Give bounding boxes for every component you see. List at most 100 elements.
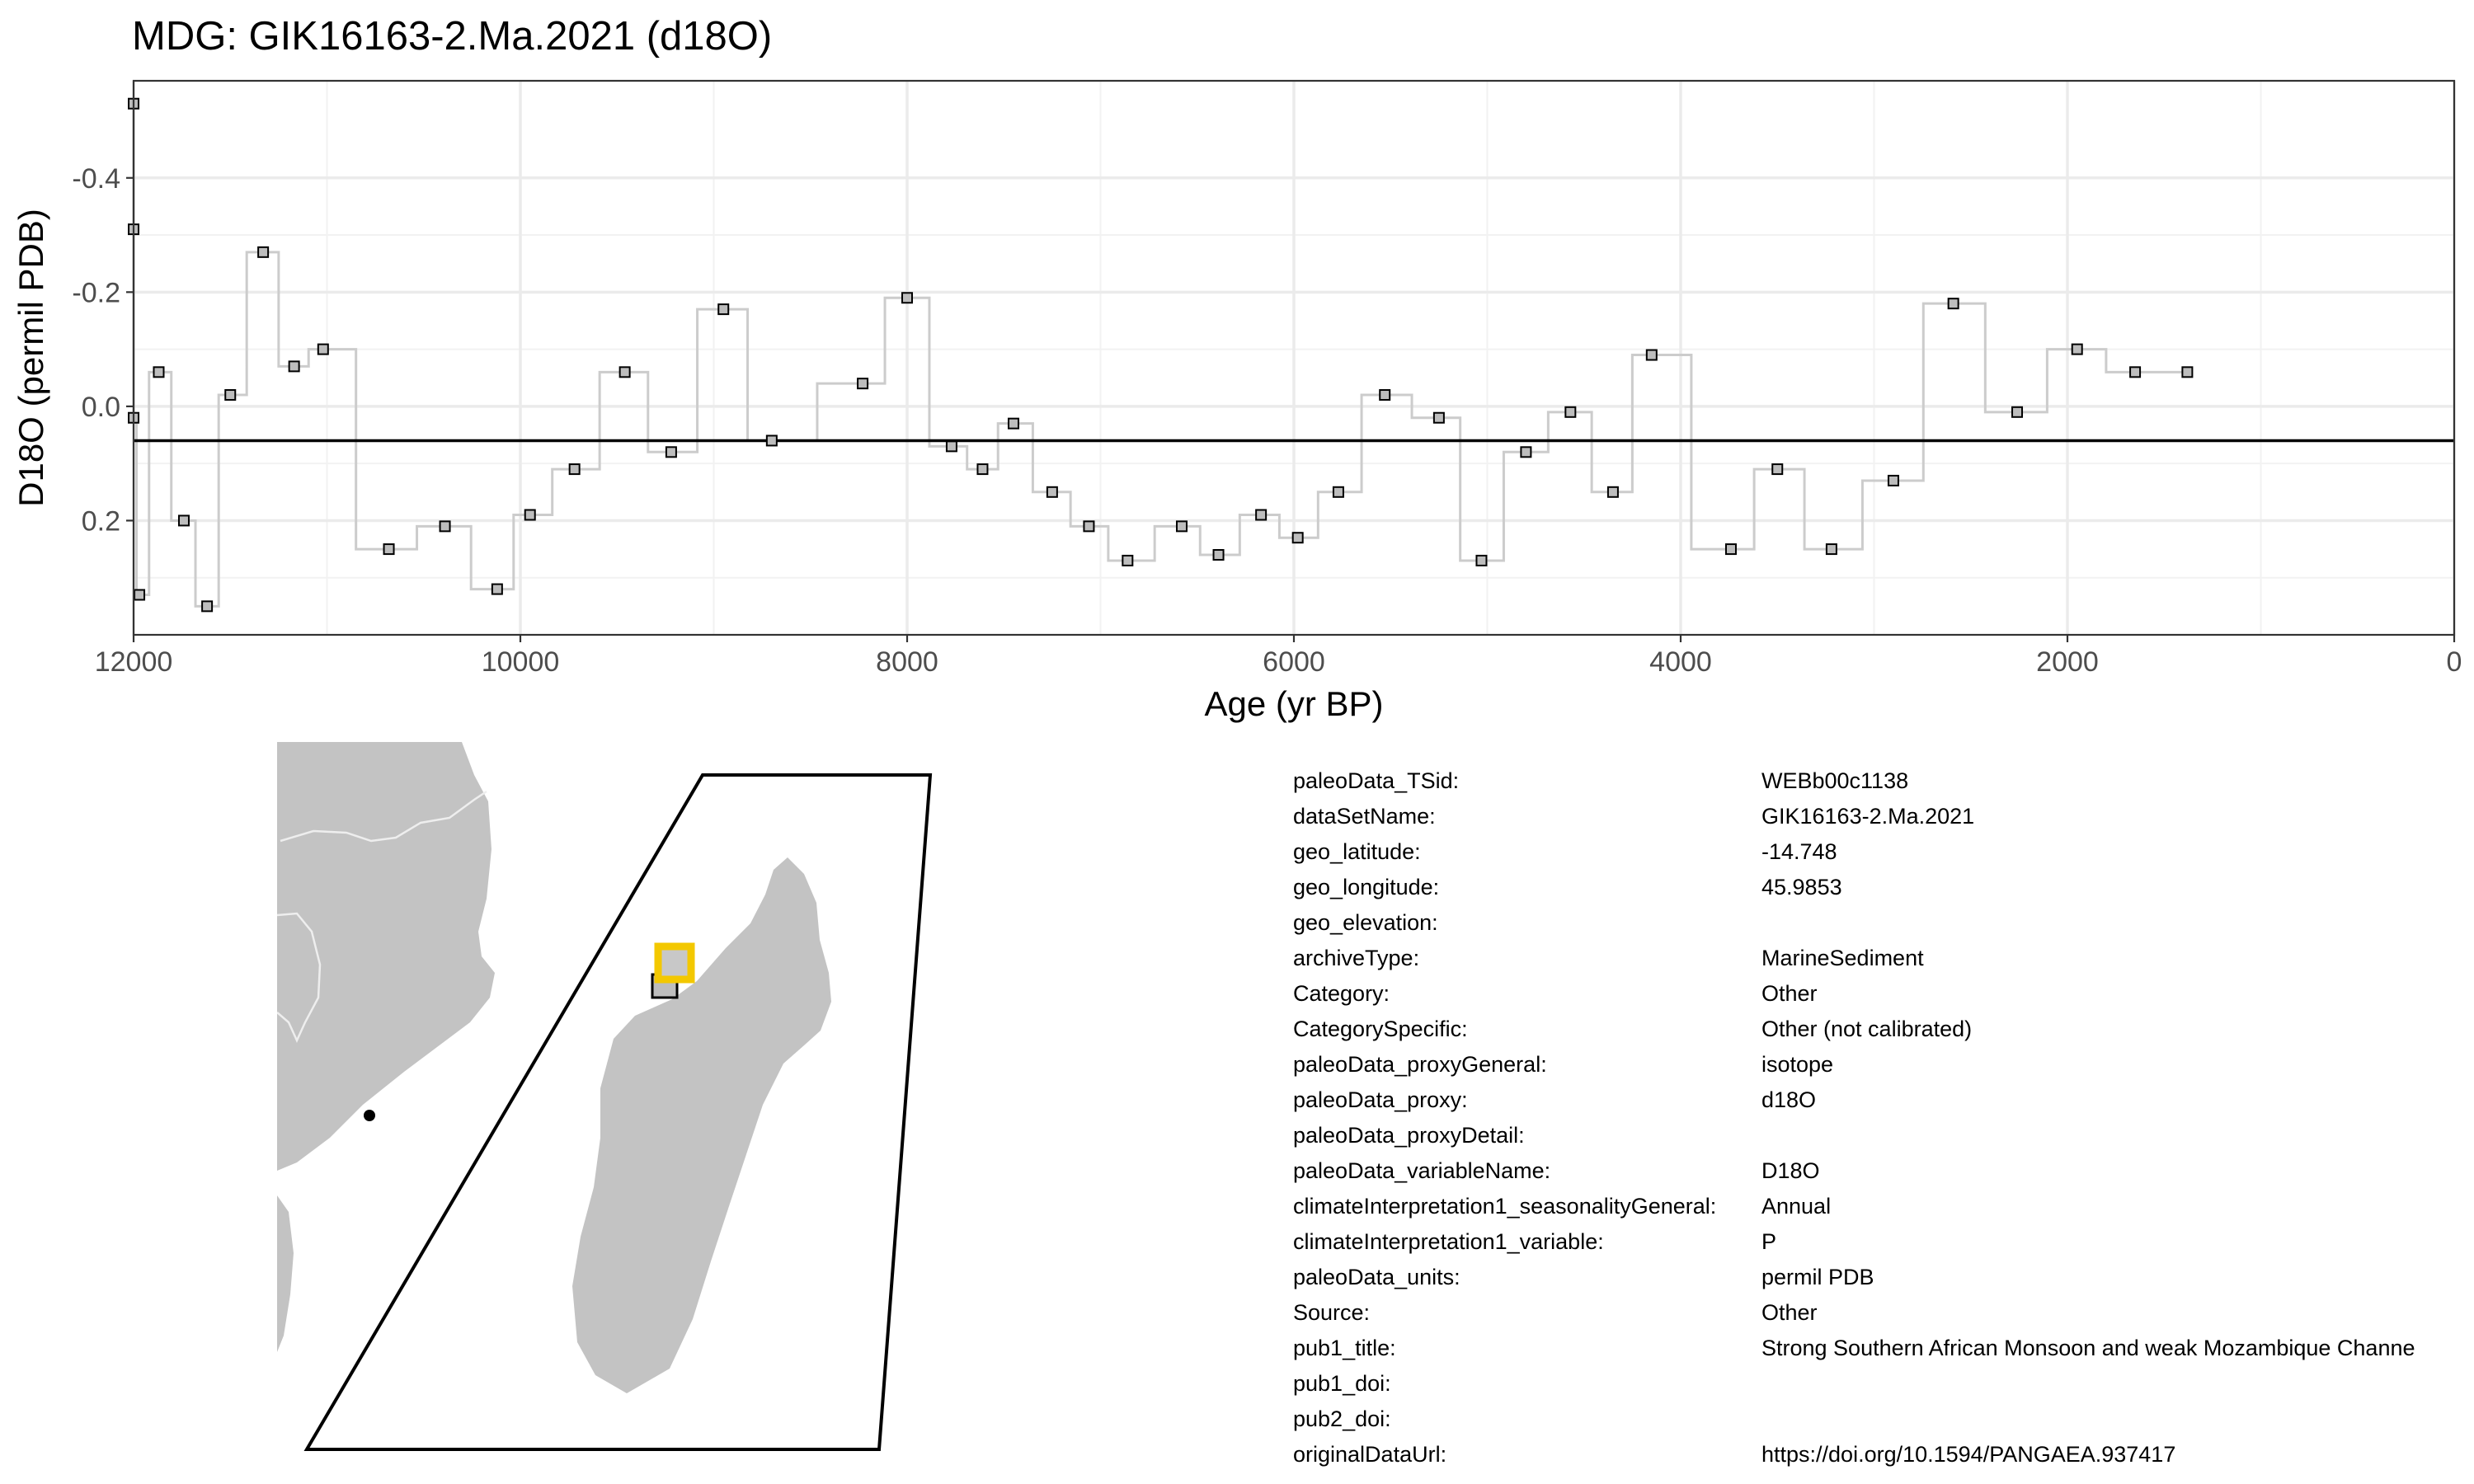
- data-point: [717, 303, 730, 316]
- data-point: [1175, 520, 1188, 533]
- metadata-key: paleoData_variableName:: [1293, 1158, 1551, 1183]
- data-point: [2071, 343, 2083, 355]
- data-point: [1007, 417, 1019, 430]
- data-point: [1947, 298, 1959, 310]
- y-tick-label: 0.2: [82, 505, 120, 537]
- metadata-value: Strong Southern African Monsoon and weak…: [1761, 1336, 2415, 1360]
- data-point: [765, 434, 778, 447]
- africa-coast-north: [277, 742, 495, 1171]
- data-point: [1122, 554, 1134, 566]
- metadata-value: Other (not calibrated): [1761, 1017, 1973, 1041]
- metadata-row: paleoData_proxy: d18O: [1293, 1082, 2415, 1118]
- metadata-value: Other: [1761, 981, 1818, 1006]
- metadata-key: originalDataUrl:: [1293, 1442, 1447, 1467]
- metadata-value: isotope: [1761, 1052, 1834, 1077]
- data-point: [1606, 486, 1619, 498]
- x-tick-label: 12000: [95, 646, 173, 678]
- data-point: [618, 366, 631, 378]
- data-point: [153, 366, 165, 378]
- data-point: [568, 463, 581, 476]
- metadata-key: paleoData_proxy:: [1293, 1087, 1468, 1112]
- x-tick-label: 6000: [1263, 646, 1325, 678]
- metadata-row: dataSetName: GIK16163-2.Ma.2021: [1293, 799, 2415, 834]
- metadata-row: pub1_doi:: [1293, 1366, 2415, 1402]
- metadata-value: Other: [1761, 1300, 1818, 1325]
- metadata-key: Category:: [1293, 981, 1390, 1006]
- metadata-row: paleoData_proxyGeneral: isotope: [1293, 1047, 2415, 1082]
- metadata-key: geo_elevation:: [1293, 910, 1438, 935]
- data-point: [177, 514, 190, 527]
- metadata-row: Category: Other: [1293, 976, 2415, 1012]
- data-point: [945, 440, 957, 453]
- data-point: [2181, 366, 2194, 378]
- data-point: [1379, 389, 1391, 402]
- data-point: [976, 463, 989, 476]
- metadata-value: permil PDB: [1761, 1265, 1874, 1289]
- data-point: [1564, 406, 1577, 418]
- metadata-key: geo_latitude:: [1293, 839, 1421, 864]
- country-border: [277, 912, 322, 1044]
- metadata-row: pub2_doi:: [1293, 1402, 2415, 1437]
- data-point: [257, 246, 270, 258]
- metadata-row: CategorySpecific: Other (not calibrated): [1293, 1012, 2415, 1047]
- metadata-row: climateInterpretation1_variable: P: [1293, 1224, 2415, 1260]
- data-point: [524, 509, 536, 521]
- africa-coast-south: [277, 1195, 294, 1352]
- x-axis: 12000 10000 8000 6000 4000 2000 0: [95, 635, 2462, 678]
- metadata-key: archiveType:: [1293, 946, 1420, 970]
- x-tick-label: 0: [2447, 646, 2462, 678]
- metadata-value: D18O: [1761, 1158, 1820, 1183]
- data-point: [1291, 532, 1304, 544]
- data-point: [1825, 543, 1837, 556]
- x-tick-label: 2000: [2036, 646, 2099, 678]
- metadata-row: geo_longitude: 45.9853: [1293, 870, 2415, 905]
- data-point: [2011, 406, 2024, 418]
- site-marker-dot: [364, 1110, 375, 1121]
- metadata-value: GIK16163-2.Ma.2021: [1761, 804, 1975, 829]
- chart-title: MDG: GIK16163-2.Ma.2021 (d18O): [132, 14, 772, 59]
- metadata-key: pub1_title:: [1293, 1336, 1396, 1360]
- data-point: [1212, 549, 1225, 561]
- data-point: [1520, 446, 1532, 458]
- data-point: [1475, 554, 1488, 566]
- metadata-row: climateInterpretation1_seasonalityGenera…: [1293, 1189, 2415, 1224]
- metadata-row: archiveType: MarineSediment: [1293, 941, 2415, 976]
- site-highlight: [654, 942, 695, 984]
- metadata-value: https://doi.org/10.1594/PANGAEA.937417: [1761, 1442, 2176, 1467]
- metadata-key: paleoData_TSid:: [1293, 768, 1460, 793]
- data-point: [491, 583, 503, 595]
- data-point: [1887, 474, 1899, 486]
- x-tick-label: 10000: [482, 646, 560, 678]
- data-point: [1083, 520, 1095, 533]
- y-tick-label: -0.2: [72, 277, 120, 308]
- x-tick-label: 8000: [876, 646, 938, 678]
- metadata-row: paleoData_TSid: WEBb00c1138: [1293, 763, 2415, 799]
- data-point: [383, 543, 395, 556]
- data-point: [317, 343, 329, 355]
- data-point: [2129, 366, 2142, 378]
- data-point: [901, 292, 913, 304]
- country-border: [280, 790, 487, 843]
- metadata-row: geo_latitude: -14.748: [1293, 834, 2415, 870]
- data-point: [1046, 486, 1058, 498]
- metadata-key: Source:: [1293, 1300, 1371, 1325]
- data-point: [439, 520, 451, 533]
- metadata-key: paleoData_units:: [1293, 1265, 1460, 1289]
- metadata-row: Source: Other: [1293, 1295, 2415, 1331]
- metadata-key: climateInterpretation1_variable:: [1293, 1229, 1604, 1254]
- data-point: [665, 446, 677, 458]
- metadata-key: geo_longitude:: [1293, 875, 1440, 899]
- metadata-key: climateInterpretation1_seasonalityGenera…: [1293, 1194, 1717, 1219]
- metadata-row: paleoData_proxyDetail:: [1293, 1118, 2415, 1153]
- metadata-row: geo_elevation:: [1293, 905, 2415, 941]
- metadata-table: paleoData_TSid: WEBb00c1138 dataSetName: GI…: [1293, 763, 2415, 1472]
- metadata-key: paleoData_proxyDetail:: [1293, 1123, 1525, 1148]
- y-tick-label: 0.0: [82, 392, 120, 423]
- metadata-value: d18O: [1761, 1087, 1817, 1112]
- metadata-value: Annual: [1761, 1194, 1832, 1219]
- metadata-key: pub2_doi:: [1293, 1407, 1391, 1431]
- y-axis-label: D18O (permil PDB): [12, 209, 50, 507]
- metadata-row: paleoData_variableName: D18O: [1293, 1153, 2415, 1189]
- metadata-key: paleoData_proxyGeneral:: [1293, 1052, 1547, 1077]
